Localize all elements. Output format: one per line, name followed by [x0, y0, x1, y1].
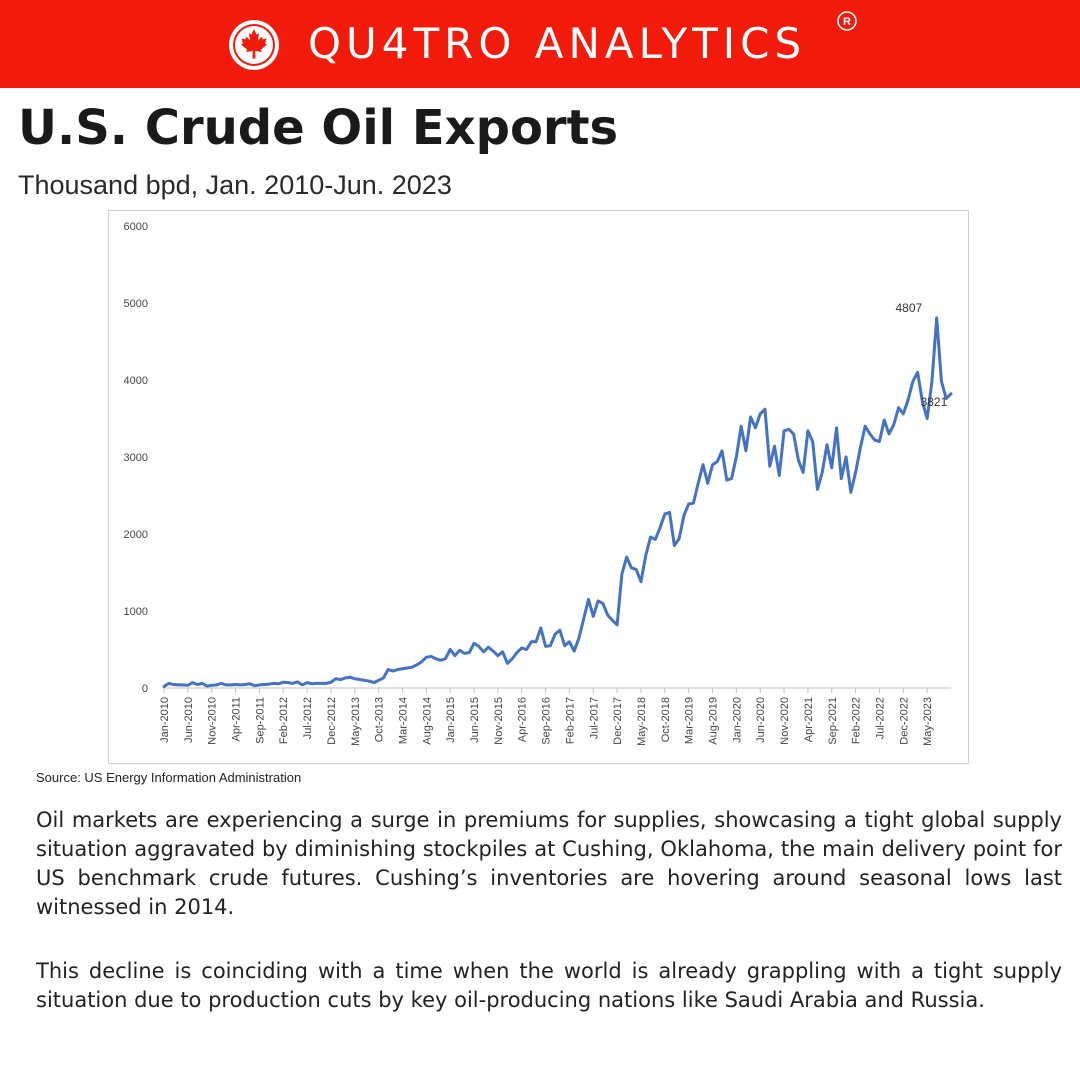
y-tick-label: 0 [142, 683, 148, 695]
y-tick-label: 4000 [124, 375, 148, 387]
x-tick-label: Oct-2013 [374, 697, 386, 742]
x-tick-label: Apr-2021 [803, 697, 815, 742]
header-banner: QU4TRO ANALYTICS R [0, 0, 1080, 88]
x-tick-label: Apr-2016 [517, 697, 529, 742]
x-tick-label: Jan-2020 [731, 697, 743, 743]
x-tick-label: Jun-2020 [755, 697, 767, 743]
x-tick-label: Aug-2019 [708, 697, 720, 745]
x-tick-label: Feb-2022 [851, 697, 863, 744]
x-tick-label: Jul-2022 [874, 697, 886, 739]
brand-name: QU4TRO ANALYTICS [308, 19, 807, 68]
paragraph-2: This decline is coinciding with a time w… [36, 959, 1062, 1012]
y-tick-label: 6000 [124, 221, 148, 233]
x-tick-label: Dec-2022 [898, 697, 910, 745]
registered-mark-icon: R [837, 11, 857, 31]
x-tick-label: Oct-2018 [660, 697, 672, 742]
y-tick-label: 1000 [124, 606, 148, 618]
x-tick-label: May-2013 [350, 697, 362, 746]
x-tick-label: Dec-2017 [612, 697, 624, 745]
x-tick-label: Jul-2012 [302, 697, 314, 739]
x-tick-label: Nov-2010 [207, 697, 219, 745]
x-tick-label: Sep-2021 [827, 697, 839, 745]
x-tick-label: May-2018 [636, 697, 648, 746]
page-subtitle: Thousand bpd, Jan. 2010-Jun. 2023 [18, 170, 452, 200]
x-tick-label: Jan-2015 [445, 697, 457, 743]
y-tick-label: 3000 [124, 452, 148, 464]
maple-leaf-icon [229, 20, 279, 70]
x-tick-label: Feb-2012 [278, 697, 290, 744]
registered-mark-letter: R [843, 16, 851, 28]
series-line [162, 316, 953, 688]
chart-source: Source: US Energy Information Administra… [36, 770, 302, 785]
x-tick-label: Aug-2014 [421, 697, 433, 745]
page-title: U.S. Crude Oil Exports [18, 100, 619, 156]
line-chart: 0 1000 2000 3000 4000 5000 6000 Jan-2010 Jun-201… [124, 221, 953, 746]
paragraph-1: Oil markets are experiencing a surge in … [36, 808, 1062, 919]
x-tick-label: Feb-2017 [564, 697, 576, 744]
x-tick-label: Jun-2010 [183, 697, 195, 743]
y-tick-label: 2000 [124, 529, 148, 541]
x-tick-label: Sep-2016 [541, 697, 553, 745]
x-tick-label: Sep-2011 [254, 697, 266, 744]
x-tick-label: Mar-2014 [397, 697, 409, 744]
x-tick-label: Jul-2017 [588, 697, 600, 739]
x-tick-label: Nov-2015 [493, 697, 505, 745]
x-tick-label: Jan-2010 [159, 697, 171, 743]
y-tick-label: 5000 [124, 298, 148, 310]
data-label-peak: 4807 [895, 301, 922, 315]
chart-frame [108, 210, 969, 764]
data-label-last: 3821 [921, 395, 948, 409]
x-tick-label: Jun-2015 [469, 697, 481, 743]
x-tick-label: Nov-2020 [779, 697, 791, 745]
x-tick-label: Dec-2012 [326, 697, 338, 745]
x-tick-label: May-2023 [922, 697, 934, 746]
x-tick-label: Apr-2011 [231, 697, 243, 741]
x-tick-label: Mar-2019 [684, 697, 696, 744]
